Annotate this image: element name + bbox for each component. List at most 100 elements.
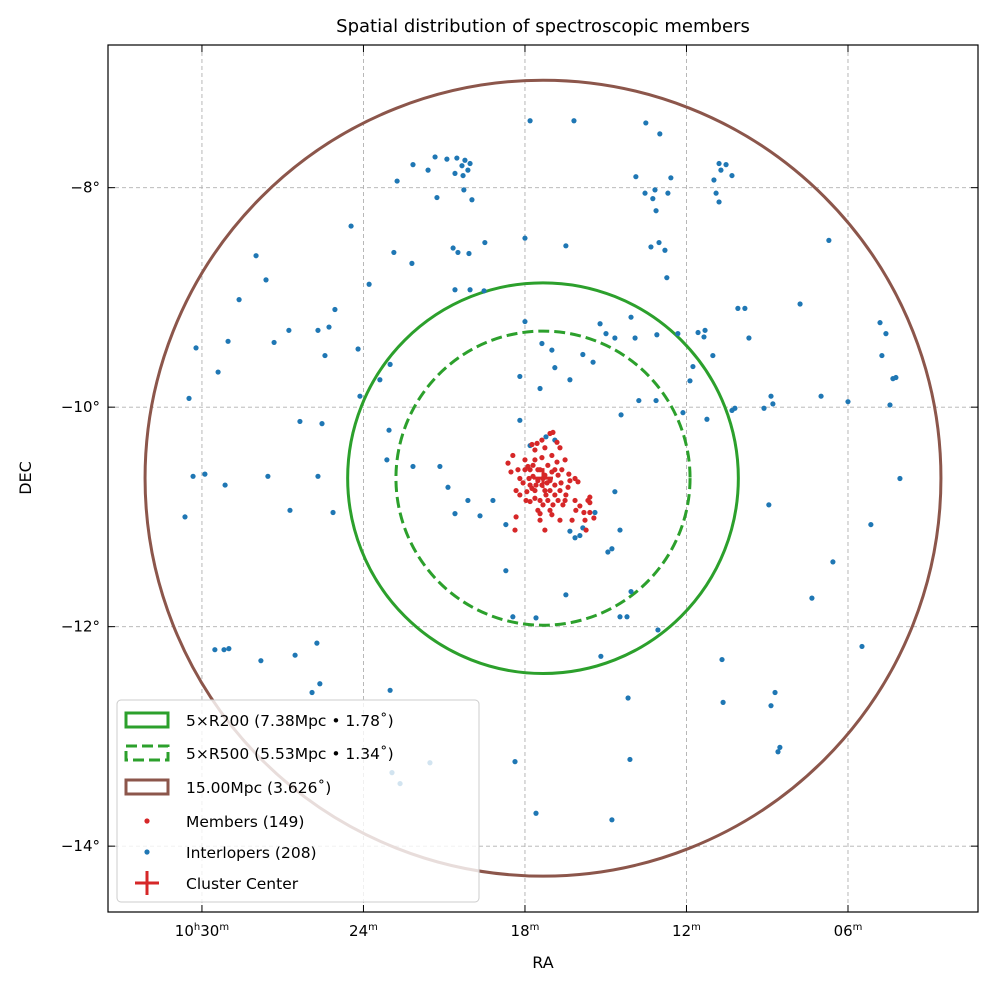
interlopers-point	[315, 327, 321, 333]
interlopers-point	[567, 377, 573, 383]
interlopers-point	[609, 546, 615, 552]
interlopers-point	[319, 421, 325, 427]
interlopers-point	[642, 190, 648, 196]
interlopers-point	[710, 352, 716, 359]
interlopers-point	[226, 646, 232, 652]
interlopers-point	[742, 305, 748, 311]
members-point	[557, 445, 563, 451]
interlopers-point	[877, 320, 883, 326]
interlopers-point	[332, 306, 338, 313]
interlopers-point	[633, 174, 639, 180]
members-point	[565, 484, 571, 490]
interlopers-point	[690, 363, 696, 370]
interlopers-point	[868, 521, 874, 528]
interlopers-point	[603, 331, 609, 337]
interlopers-point	[445, 484, 451, 490]
interlopers-point	[190, 473, 196, 479]
interlopers-point	[537, 385, 543, 392]
legend-label: Cluster Center	[186, 875, 299, 893]
interlopers-point	[366, 281, 372, 287]
interlopers-point	[425, 167, 431, 173]
legend-label: Interlopers (208)	[186, 844, 317, 862]
interlopers-point	[549, 347, 555, 353]
interlopers-point	[348, 223, 354, 229]
data-points	[182, 118, 903, 823]
legend-label: Members (149)	[186, 813, 304, 831]
interlopers-point	[465, 167, 471, 173]
interlopers-point	[454, 155, 460, 161]
interlopers-point	[655, 627, 661, 633]
interlopers-point	[410, 463, 416, 470]
x-axis-label: RA	[532, 953, 553, 972]
members-point	[534, 440, 540, 446]
x-tick-label: 24m	[349, 922, 378, 940]
legend-marker-cluster-center	[135, 871, 159, 895]
interlopers-point	[222, 482, 228, 488]
members-point	[558, 480, 564, 486]
interlopers-point	[797, 301, 803, 307]
interlopers-point	[664, 275, 670, 281]
interlopers-point	[384, 457, 390, 463]
interlopers-point	[330, 509, 336, 516]
y-tick-label: −10°	[61, 398, 100, 416]
interlopers-point	[215, 369, 221, 375]
interlopers-point	[761, 405, 767, 411]
interlopers-point	[182, 514, 188, 520]
plot-frame	[107, 44, 979, 913]
members-point	[523, 497, 529, 504]
interlopers-point	[617, 614, 623, 620]
members-point	[532, 457, 538, 463]
members-point	[575, 479, 581, 485]
interlopers-point	[455, 249, 461, 256]
interlopers-point	[467, 160, 473, 167]
members-point	[585, 497, 591, 504]
circle-1500mpc	[143, 78, 943, 878]
interlopers-point	[517, 417, 523, 423]
members-point	[522, 457, 528, 463]
interlopers-point	[612, 335, 618, 341]
members-point	[524, 489, 530, 495]
interlopers-point	[533, 810, 539, 816]
interlopers-point	[723, 162, 729, 168]
interlopers-point	[391, 249, 397, 256]
legend-label: 5×R200 (7.38Mpc • 1.78˚)	[186, 712, 394, 730]
interlopers-point	[297, 418, 303, 425]
legend-marker-members	[144, 818, 150, 824]
interlopers-point	[432, 154, 438, 160]
interlopers-point	[193, 345, 199, 351]
members-point	[543, 492, 549, 498]
interlopers-point	[668, 175, 674, 181]
interlopers-point	[897, 475, 903, 482]
interlopers-point	[590, 359, 596, 365]
interlopers-point	[617, 527, 623, 533]
interlopers-point	[482, 239, 488, 246]
interlopers-point	[477, 513, 483, 519]
interlopers-point	[845, 399, 851, 405]
interlopers-point	[719, 656, 725, 663]
members-point	[508, 469, 514, 475]
members-point	[535, 507, 541, 513]
interlopers-point	[656, 239, 662, 246]
members-point	[587, 509, 593, 516]
interlopers-point	[552, 365, 558, 371]
members-point	[577, 503, 583, 509]
members-point	[545, 497, 551, 504]
interlopers-point	[394, 178, 400, 184]
interlopers-point	[317, 681, 323, 687]
members-point	[557, 517, 563, 523]
interlopers-point	[612, 489, 618, 495]
legend-box	[116, 699, 480, 903]
interlopers-point	[687, 378, 693, 384]
axis-ticks: 10h30m 24m 18m 12m 06m −8° −10° −12° −14°	[61, 45, 978, 940]
interlopers-point	[768, 393, 774, 399]
members-point	[505, 460, 511, 466]
members-point	[549, 512, 555, 518]
members-point	[550, 502, 556, 508]
interlopers-point	[263, 277, 269, 283]
interlopers-point	[643, 120, 649, 126]
interlopers-point	[517, 373, 523, 380]
members-point	[555, 497, 561, 504]
members-point	[569, 517, 575, 523]
interlopers-point	[598, 653, 604, 659]
interlopers-point	[466, 250, 472, 257]
